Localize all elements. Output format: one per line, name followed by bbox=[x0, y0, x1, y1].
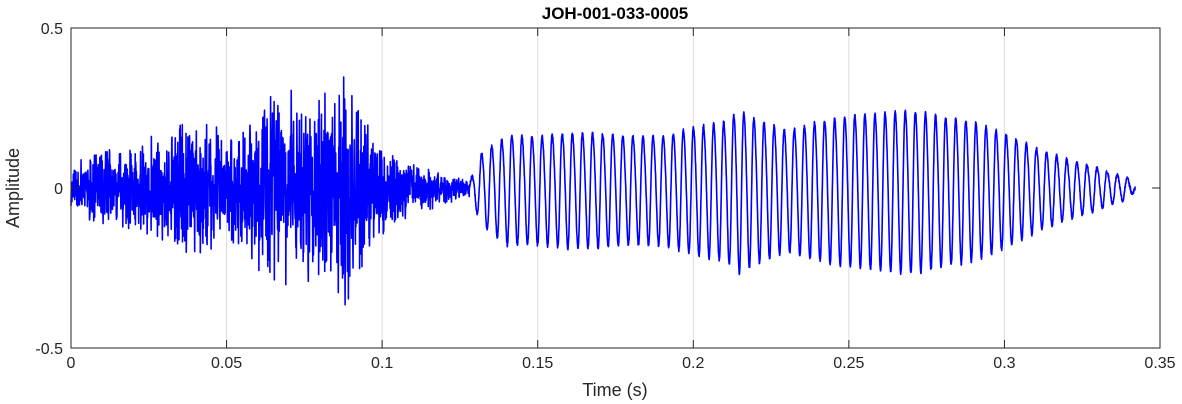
x-tick-label-6: 0.3 bbox=[993, 355, 1015, 372]
x-axis-title: Time (s) bbox=[582, 380, 647, 400]
y-axis-title: Amplitude bbox=[3, 148, 23, 228]
x-tick-label-3: 0.15 bbox=[522, 355, 553, 372]
x-tick-label-4: 0.2 bbox=[682, 355, 704, 372]
axis-ticks bbox=[70, 27, 1161, 349]
x-tick-label-7: 0.35 bbox=[1144, 355, 1175, 372]
y-tick-label-0: -0.5 bbox=[35, 341, 63, 358]
y-tick-label-1: 0 bbox=[54, 181, 63, 198]
x-tick-label-5: 0.25 bbox=[833, 355, 864, 372]
x-tick-label-0: 0 bbox=[67, 355, 76, 372]
x-tick-label-1: 0.05 bbox=[211, 355, 242, 372]
y-tick-label-2: 0.5 bbox=[41, 21, 63, 38]
y-tick-labels: -0.5 0 0.5 bbox=[35, 21, 63, 358]
x-tick-label-2: 0.1 bbox=[371, 355, 393, 372]
x-tick-labels: 0 0.05 0.1 0.15 0.2 0.25 0.3 0.35 bbox=[67, 355, 1176, 372]
waveform-line bbox=[70, 76, 1136, 306]
chart-title: JOH-001-033-0005 bbox=[542, 4, 688, 23]
